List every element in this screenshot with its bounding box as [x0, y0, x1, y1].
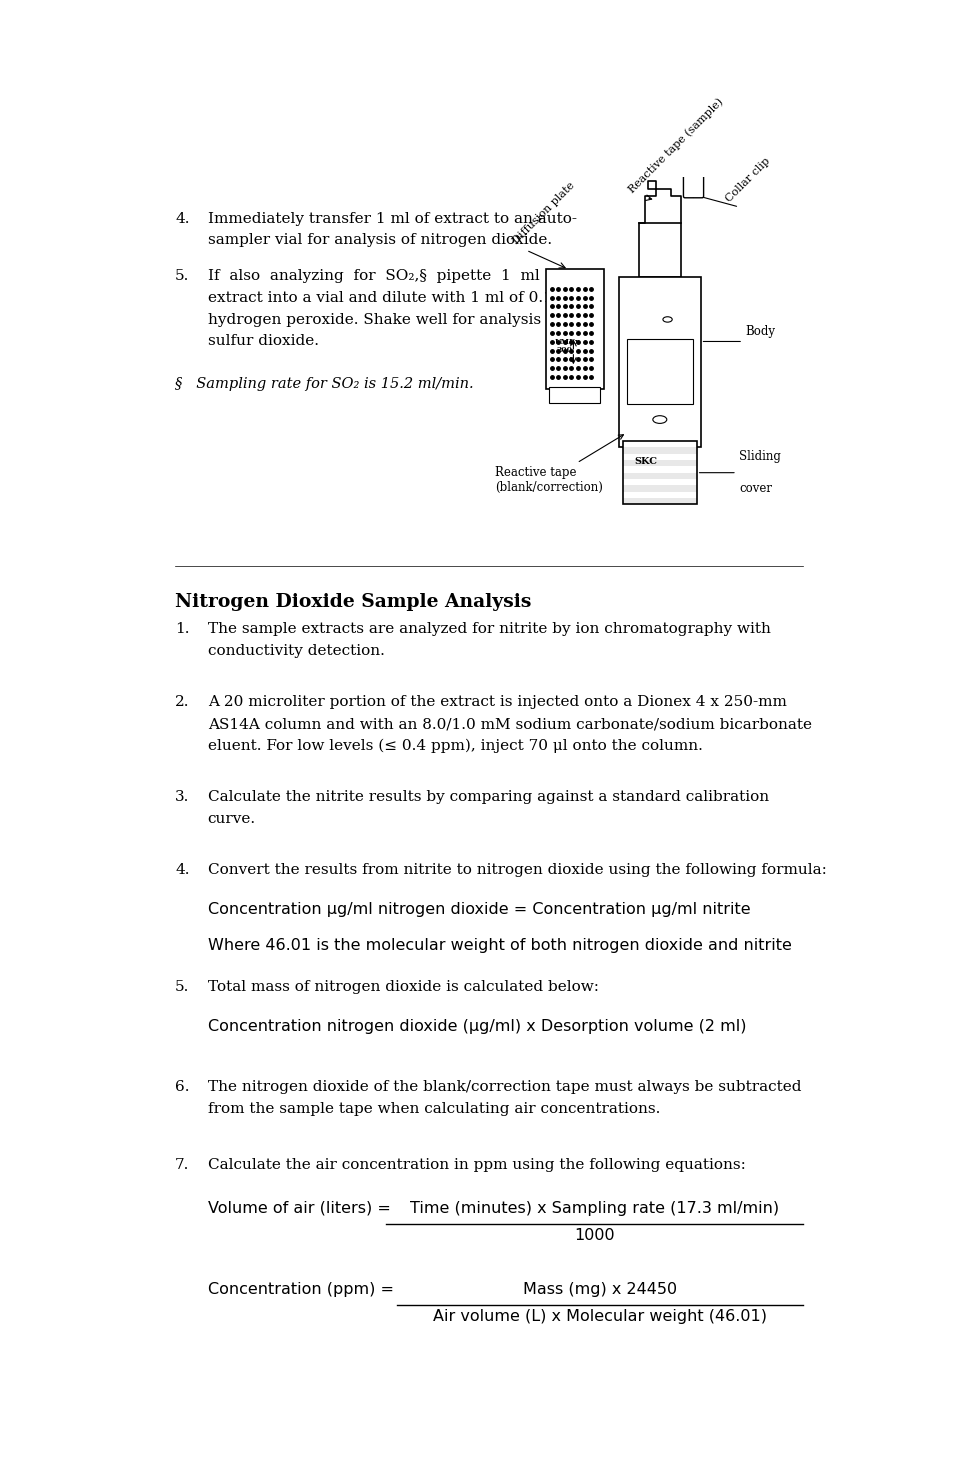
Text: If  also  analyzing  for  SO₂,§  pipette  1  ml  of: If also analyzing for SO₂,§ pipette 1 ml… [208, 270, 563, 283]
Text: Concentration nitrogen dioxide (μg/ml) x Desorption volume (2 ml): Concentration nitrogen dioxide (μg/ml) x… [208, 1019, 745, 1034]
Bar [622, 460, 696, 466]
Bar [622, 485, 696, 491]
Text: Air volume (L) x Molecular weight (46.01): Air volume (L) x Molecular weight (46.01… [433, 1308, 766, 1323]
Text: extract into a vial and dilute with 1 ml of 0.15%: extract into a vial and dilute with 1 ml… [208, 291, 577, 305]
Text: 1.: 1. [174, 622, 190, 636]
Bar [622, 472, 696, 479]
Text: 4.: 4. [174, 211, 190, 226]
Text: Diffusion plate: Diffusion plate [510, 180, 576, 246]
Text: curve.: curve. [208, 813, 255, 826]
Text: UMEx: UMEx [555, 338, 579, 347]
Bar [549, 388, 599, 403]
Text: 3.: 3. [174, 791, 190, 804]
Text: sulfur dioxide.: sulfur dioxide. [208, 333, 318, 348]
Bar [638, 223, 680, 277]
Text: hydrogen peroxide. Shake well for analysis of: hydrogen peroxide. Shake well for analys… [208, 313, 559, 326]
Text: Reactive tape
(blank/correction): Reactive tape (blank/correction) [495, 435, 622, 494]
Bar [545, 270, 603, 389]
Text: 4.: 4. [174, 863, 190, 878]
Bar [626, 339, 692, 404]
Text: Immediately transfer 1 ml of extract to an auto-: Immediately transfer 1 ml of extract to … [208, 211, 576, 226]
Text: Collar clip: Collar clip [723, 156, 771, 204]
Bar [622, 441, 696, 447]
Text: 5.: 5. [174, 270, 190, 283]
Text: eluent. For low levels (≤ 0.4 ppm), inject 70 μl onto the column.: eluent. For low levels (≤ 0.4 ppm), inje… [208, 739, 701, 754]
Text: 200: 200 [556, 347, 572, 354]
Text: The nitrogen dioxide of the blank/correction tape must always be subtracted: The nitrogen dioxide of the blank/correc… [208, 1080, 801, 1094]
Text: Concentration μg/ml nitrogen dioxide = Concentration μg/ml nitrite: Concentration μg/ml nitrogen dioxide = C… [208, 903, 749, 917]
Text: from the sample tape when calculating air concentrations.: from the sample tape when calculating ai… [208, 1102, 659, 1115]
Text: Convert the results from nitrite to nitrogen dioxide using the following formula: Convert the results from nitrite to nitr… [208, 863, 825, 878]
Text: 5.: 5. [174, 981, 190, 994]
Bar [618, 277, 700, 447]
Text: conductivity detection.: conductivity detection. [208, 645, 384, 658]
Text: 7.: 7. [174, 1158, 190, 1173]
Text: cover: cover [739, 482, 771, 496]
FancyBboxPatch shape [682, 176, 703, 198]
Bar [622, 479, 696, 485]
Text: §   Sampling rate for SO₂ is 15.2 ml/min.: § Sampling rate for SO₂ is 15.2 ml/min. [174, 378, 474, 391]
Text: Nitrogen Dioxide Sample Analysis: Nitrogen Dioxide Sample Analysis [174, 593, 531, 611]
Ellipse shape [652, 416, 666, 423]
Text: Where 46.01 is the molecular weight of both nitrogen dioxide and nitrite: Where 46.01 is the molecular weight of b… [208, 938, 791, 953]
Text: 2.: 2. [174, 695, 190, 709]
Bar [622, 491, 696, 499]
Text: Body: Body [744, 326, 775, 338]
Text: Mass (mg) x 24450: Mass (mg) x 24450 [522, 1282, 677, 1297]
Text: The sample extracts are analyzed for nitrite by ion chromatography with: The sample extracts are analyzed for nit… [208, 622, 770, 636]
Text: Volume of air (liters) =: Volume of air (liters) = [208, 1201, 390, 1215]
Text: sampler vial for analysis of nitrogen dioxide.: sampler vial for analysis of nitrogen di… [208, 233, 551, 248]
Text: SKC: SKC [634, 457, 657, 466]
Ellipse shape [662, 317, 672, 322]
Text: Sliding: Sliding [739, 450, 781, 463]
Text: Concentration (ppm) =: Concentration (ppm) = [208, 1282, 394, 1297]
Bar [622, 441, 696, 504]
Text: Total mass of nitrogen dioxide is calculated below:: Total mass of nitrogen dioxide is calcul… [208, 981, 598, 994]
Text: Reactive tape (sample): Reactive tape (sample) [626, 96, 725, 195]
Bar [622, 454, 696, 460]
Text: 1000: 1000 [574, 1227, 614, 1242]
Bar [622, 499, 696, 504]
Text: A 20 microliter portion of the extract is injected onto a Dionex 4 x 250-mm: A 20 microliter portion of the extract i… [208, 695, 785, 709]
Text: Calculate the nitrite results by comparing against a standard calibration: Calculate the nitrite results by compari… [208, 791, 768, 804]
Bar [622, 447, 696, 454]
Text: Time (minutes) x Sampling rate (17.3 ml/min): Time (minutes) x Sampling rate (17.3 ml/… [410, 1201, 778, 1215]
Text: AS14A column and with an 8.0/1.0 mM sodium carbonate/sodium bicarbonate: AS14A column and with an 8.0/1.0 mM sodi… [208, 717, 811, 732]
Text: 6.: 6. [174, 1080, 190, 1094]
Text: Calculate the air concentration in ppm using the following equations:: Calculate the air concentration in ppm u… [208, 1158, 744, 1173]
Bar [622, 466, 696, 472]
